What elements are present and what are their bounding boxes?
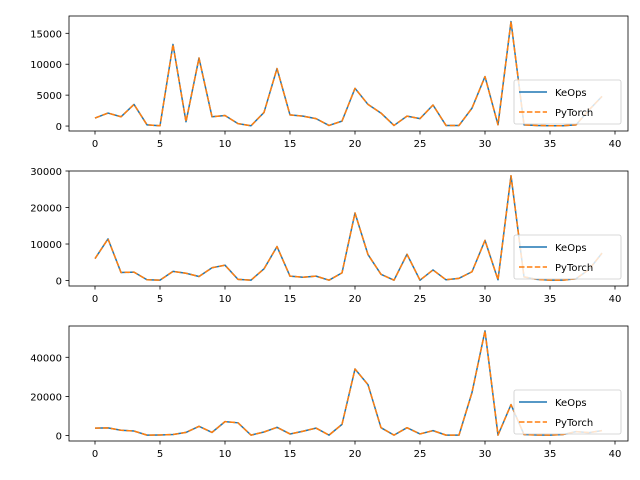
legend: KeOps PyTorch bbox=[513, 79, 622, 125]
x-tick-label: 0 bbox=[92, 294, 98, 305]
legend: KeOps PyTorch bbox=[513, 234, 622, 280]
y-tick-label: 0 bbox=[56, 432, 62, 443]
x-tick-label: 15 bbox=[284, 449, 297, 460]
x-tick-label: 5 bbox=[157, 449, 163, 460]
legend-label-pytorch: PyTorch bbox=[555, 108, 593, 119]
subplot-3: 0 5 10 15 20 25 30 35 40 0 20000 40000 KeOps PyTorch bbox=[30, 325, 629, 460]
x-tick-label: 30 bbox=[479, 294, 492, 305]
x-tick-label: 30 bbox=[479, 139, 492, 150]
legend-box bbox=[513, 234, 622, 280]
legend-box bbox=[513, 389, 622, 435]
x-tick-label: 15 bbox=[284, 294, 297, 305]
x-tick-label: 20 bbox=[349, 139, 362, 150]
x-tick-label: 40 bbox=[609, 449, 622, 460]
x-tick-label: 25 bbox=[414, 449, 427, 460]
legend: KeOps PyTorch bbox=[513, 389, 622, 435]
x-tick-label: 10 bbox=[219, 449, 232, 460]
x-tick-label: 0 bbox=[92, 449, 98, 460]
x-tick-label: 25 bbox=[414, 294, 427, 305]
y-tick-label: 40000 bbox=[30, 353, 62, 364]
legend-label-keops: KeOps bbox=[555, 243, 587, 254]
x-tick-label: 10 bbox=[219, 294, 232, 305]
y-tick-label: 0 bbox=[56, 277, 62, 288]
legend-label-keops: KeOps bbox=[555, 398, 587, 409]
x-tick-label: 10 bbox=[219, 139, 232, 150]
series-line-pytorch bbox=[94, 175, 603, 281]
legend-label-pytorch: PyTorch bbox=[555, 263, 593, 274]
x-tick-label: 35 bbox=[544, 449, 557, 460]
subplot-2: 0 5 10 15 20 25 30 35 40 0 10000 20000 30000 KeOps PyT… bbox=[30, 167, 629, 305]
x-tick-label: 5 bbox=[157, 139, 163, 150]
y-tick-label: 15000 bbox=[30, 29, 62, 40]
x-tick-label: 15 bbox=[284, 139, 297, 150]
x-tick-label: 0 bbox=[92, 139, 98, 150]
x-tick-label: 20 bbox=[349, 294, 362, 305]
legend-label-keops: KeOps bbox=[555, 88, 587, 99]
y-tick-label: 0 bbox=[56, 122, 62, 133]
axes-frame bbox=[68, 15, 629, 132]
y-tick-label: 30000 bbox=[30, 167, 62, 178]
x-tick-label: 35 bbox=[544, 294, 557, 305]
y-tick-label: 20000 bbox=[30, 204, 62, 215]
x-tick-label: 25 bbox=[414, 139, 427, 150]
x-tick-label: 40 bbox=[609, 294, 622, 305]
x-tick-label: 40 bbox=[609, 139, 622, 150]
x-tick-label: 5 bbox=[157, 294, 163, 305]
x-tick-label: 30 bbox=[479, 449, 492, 460]
y-tick-label: 20000 bbox=[30, 392, 62, 403]
legend-box bbox=[513, 79, 622, 125]
y-tick-label: 10000 bbox=[30, 240, 62, 251]
x-tick-label: 35 bbox=[544, 139, 557, 150]
x-tick-label: 20 bbox=[349, 449, 362, 460]
axes-frame bbox=[68, 325, 629, 442]
axes-frame bbox=[68, 170, 629, 287]
legend-label-pytorch: PyTorch bbox=[555, 418, 593, 429]
y-tick-label: 5000 bbox=[37, 91, 62, 102]
subplot-1: 0 5 10 15 20 25 30 35 40 0 5000 10000 15000 KeOps PyTo… bbox=[30, 15, 629, 150]
series-line-pytorch bbox=[94, 20, 603, 127]
y-tick-label: 10000 bbox=[30, 60, 62, 71]
